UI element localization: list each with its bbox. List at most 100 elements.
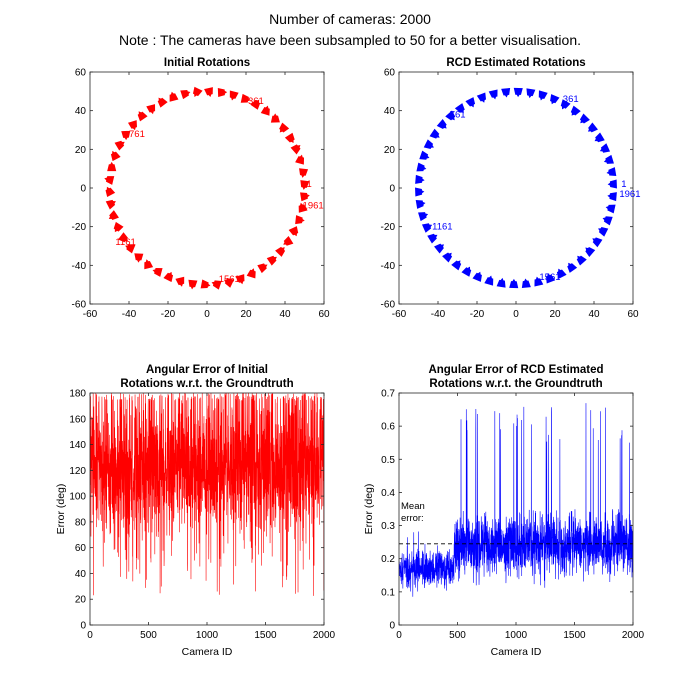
camera-frustum-body: [107, 164, 117, 172]
mean-error-label-line-2: error:: [401, 513, 424, 524]
camera-frustum-body: [418, 212, 427, 222]
y-tick-label: -60: [72, 300, 87, 311]
camera-frustum-tip: [488, 275, 493, 280]
camera-frustum-tip: [460, 109, 464, 114]
y-tick-label: 140: [69, 440, 86, 451]
camera-marker: [127, 120, 137, 131]
camera-frustum-body: [434, 243, 444, 254]
camera-frustum-tip: [571, 112, 575, 116]
camera-frustum-body: [188, 279, 198, 288]
camera-frustum-body: [163, 272, 174, 283]
camera-frustum-tip: [605, 206, 610, 210]
camera-frustum-body: [284, 132, 295, 143]
camera-marker: [415, 199, 426, 209]
camera-frustum-tip: [264, 264, 268, 268]
x-tick-label: 40: [279, 309, 291, 320]
camera-frustum-body: [472, 272, 482, 282]
camera-frustum-tip: [223, 279, 228, 283]
camera-marker: [587, 122, 598, 133]
y-tick-label: 60: [384, 68, 396, 79]
camera-marker: [250, 99, 261, 110]
camera-marker: [576, 255, 587, 266]
initial-error-title-line-2: Rotations w.r.t. the Groundtruth: [120, 378, 293, 390]
x-tick-label: 1500: [254, 630, 277, 641]
rcd-error-ticks: 0 500 1000 1500 2000 0 0.1 0.2 0.3 0.4 0.5 0.6 0.7: [381, 389, 644, 642]
rcd-rotations-annotations: 1 361 761 1161 1561 1961: [432, 94, 640, 283]
camera-frustum-body: [299, 168, 309, 176]
camera-frustum-tip: [186, 91, 191, 95]
y-tick-label: 120: [69, 466, 86, 477]
camera-marker: [284, 132, 295, 143]
rcd-error-ylabel: Error (deg): [363, 484, 375, 535]
camera-marker: [299, 168, 309, 178]
camera-frustum-body: [114, 140, 125, 151]
camera-marker: [295, 154, 305, 165]
camera-frustum-body: [600, 143, 611, 153]
camera-frustum-body: [144, 260, 154, 270]
camera-marker: [509, 278, 519, 289]
camera-marker: [288, 226, 299, 237]
camera-frustum-body: [545, 274, 556, 284]
x-tick-label: -20: [470, 309, 485, 320]
camera-marker: [415, 187, 425, 197]
camera-frustum-tip: [551, 100, 555, 105]
y-tick-label: -40: [381, 261, 396, 272]
camera-marker: [434, 243, 445, 254]
camera-marker: [279, 122, 290, 133]
y-tick-label: -60: [381, 300, 396, 311]
initial-rotations-plot: Initial Rotations -60 -40 -20 0 20 40 60 -60 -40…: [72, 57, 330, 320]
y-tick-label: 0: [389, 184, 395, 195]
camera-frustum-body: [257, 263, 267, 274]
camera-marker: [560, 99, 571, 110]
camera-marker: [603, 154, 614, 164]
rcd-rotations-ticks: -60 -40 -20 0 20 40 60 -60 -40 -20 0 20 40 60: [381, 68, 639, 321]
camera-frustum-body: [415, 199, 424, 209]
y-tick-label: 20: [75, 145, 87, 156]
camera-frustum-tip: [168, 271, 172, 276]
camera-frustum-body: [445, 110, 456, 121]
camera-frustum-tip: [585, 247, 589, 251]
camera-frustum-body: [556, 269, 567, 279]
camera-marker: [465, 97, 476, 108]
x-tick-label: 500: [449, 630, 466, 641]
camera-marker: [423, 139, 434, 149]
rcd-rotations-plot: RCD Estimated Rotations -60 -40 -20 0 20 40 60…: [381, 57, 641, 320]
initial-rotations-axes-box: [89, 71, 325, 305]
camera-id-annotation: 361: [563, 94, 579, 105]
camera-frustum-tip: [568, 262, 572, 267]
camera-frustum-body: [609, 192, 617, 202]
y-tick-label: 0.7: [381, 389, 395, 400]
camera-frustum-tip: [421, 178, 425, 182]
camera-id-annotation: 1561: [219, 274, 240, 285]
camera-marker: [570, 105, 581, 116]
camera-frustum-tip: [599, 148, 604, 152]
camera-marker: [429, 128, 440, 139]
error-series-line: [399, 403, 633, 597]
camera-marker: [501, 87, 511, 98]
camera-frustum-tip: [145, 259, 149, 263]
camera-frustum-tip: [436, 134, 440, 138]
camera-marker: [204, 87, 213, 98]
camera-frustum-tip: [179, 283, 183, 287]
camera-frustum-body: [250, 99, 261, 110]
camera-frustum-body: [496, 279, 506, 288]
camera-marker: [442, 252, 453, 263]
camera-marker: [550, 94, 560, 105]
camera-frustum-tip: [306, 194, 310, 198]
camera-id-annotation: 1561: [539, 272, 560, 283]
camera-frustum-tip: [279, 129, 283, 133]
camera-frustum-body: [429, 128, 440, 139]
camera-marker: [105, 186, 116, 198]
camera-id-annotation: 1: [306, 179, 311, 190]
camera-frustum-body: [105, 187, 116, 198]
camera-frustum-body: [229, 90, 239, 99]
camera-frustum-body: [224, 278, 235, 288]
camera-marker: [545, 273, 556, 284]
camera-frustum-tip: [112, 201, 116, 205]
camera-frustum-body: [550, 94, 560, 104]
camera-frustum-tip: [424, 213, 429, 217]
camera-frustum-tip: [607, 182, 612, 186]
x-tick-label: -60: [83, 309, 98, 320]
camera-marker: [175, 276, 185, 287]
camera-frustum-body: [423, 139, 434, 149]
